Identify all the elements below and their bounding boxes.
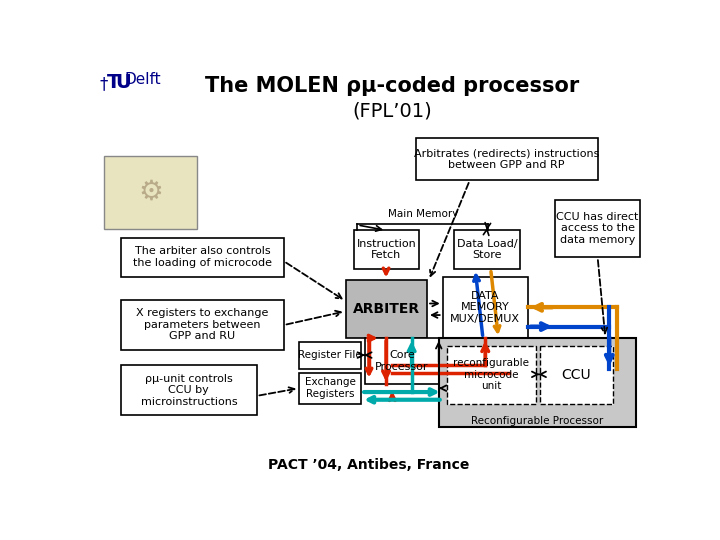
Text: Arbitrates (redirects) instructions
between GPP and RP: Arbitrates (redirects) instructions betw…: [414, 148, 599, 170]
Text: †: †: [99, 76, 108, 93]
Text: PACT ’04, Antibes, France: PACT ’04, Antibes, France: [269, 458, 469, 472]
Bar: [121, 365, 256, 415]
Text: U: U: [114, 72, 130, 91]
Text: Exchange
Registers: Exchange Registers: [305, 377, 356, 399]
Bar: [365, 338, 438, 384]
Text: T: T: [107, 72, 120, 91]
Bar: [454, 231, 520, 269]
Text: Main Memory: Main Memory: [388, 209, 459, 219]
Bar: [438, 338, 636, 427]
Text: Delft: Delft: [124, 72, 161, 87]
Bar: [104, 156, 197, 229]
Text: DATA
MEMORY
MUX/DEMUX: DATA MEMORY MUX/DEMUX: [450, 291, 521, 324]
Text: reconfigurable
microcode
unit: reconfigurable microcode unit: [453, 358, 529, 392]
Text: (FPL’01): (FPL’01): [352, 102, 432, 120]
Text: CCU: CCU: [562, 368, 591, 382]
Bar: [121, 238, 284, 276]
Bar: [121, 300, 284, 350]
Text: CCU has direct
access to the
data memory: CCU has direct access to the data memory: [557, 212, 639, 245]
Bar: [555, 200, 640, 257]
Bar: [415, 138, 598, 180]
Text: Reconfigurable Processor: Reconfigurable Processor: [472, 416, 603, 426]
Bar: [300, 373, 361, 403]
Text: X registers to exchange
parameters between
GPP and RU: X registers to exchange parameters betwe…: [136, 308, 269, 341]
Text: ARBITER: ARBITER: [353, 302, 420, 316]
Bar: [354, 231, 419, 269]
Text: The arbiter also controls
the loading of microcode: The arbiter also controls the loading of…: [133, 246, 272, 268]
Text: ρμ-unit controls
CCU by
microinstructions: ρμ-unit controls CCU by microinstruction…: [140, 374, 237, 407]
Bar: [446, 346, 536, 403]
Text: Core
Processor: Core Processor: [375, 350, 428, 372]
Bar: [443, 276, 528, 338]
Text: The MOLEN ρμ-coded processor: The MOLEN ρμ-coded processor: [205, 76, 580, 96]
Bar: [300, 342, 361, 369]
Text: Data Load/
Store: Data Load/ Store: [457, 239, 518, 260]
Text: ⚙: ⚙: [138, 178, 163, 206]
Bar: [346, 280, 427, 338]
Text: Register File: Register File: [298, 350, 362, 361]
Bar: [539, 346, 613, 403]
Text: Instruction
Fetch: Instruction Fetch: [356, 239, 416, 260]
